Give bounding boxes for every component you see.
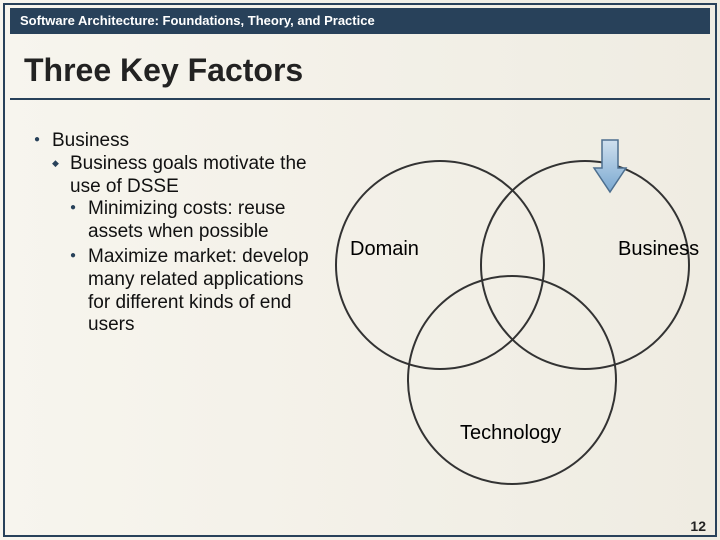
bullet-l3a-text: Minimizing costs: reuse assets when poss… bbox=[88, 198, 285, 242]
venn-label-domain: Domain bbox=[350, 238, 419, 261]
bullet-l2-text: Business goals motivate the use of DSSE bbox=[70, 153, 307, 197]
venn-label-technology: Technology bbox=[460, 422, 561, 445]
bullet-l3a: Minimizing costs: reuse assets when poss… bbox=[70, 198, 314, 244]
title-underline bbox=[10, 98, 710, 100]
page-number: 12 bbox=[690, 518, 706, 534]
venn-diagram: Domain Business Technology bbox=[330, 140, 710, 520]
slide: Software Architecture: Foundations, Theo… bbox=[0, 0, 720, 540]
bullet-l3b: Maximize market: develop many related ap… bbox=[70, 246, 314, 337]
venn-label-business: Business bbox=[618, 238, 699, 261]
header-text: Software Architecture: Foundations, Theo… bbox=[20, 13, 375, 28]
bullet-l1: Business Business goals motivate the use… bbox=[34, 130, 314, 337]
slide-title: Three Key Factors bbox=[24, 52, 303, 89]
down-arrow-icon bbox=[592, 138, 628, 194]
header-bar: Software Architecture: Foundations, Theo… bbox=[10, 8, 710, 34]
bullet-l1-text: Business bbox=[52, 130, 129, 151]
bullet-l2: Business goals motivate the use of DSSE … bbox=[52, 153, 314, 337]
body-text: Business Business goals motivate the use… bbox=[34, 130, 314, 339]
bullet-l3b-text: Maximize market: develop many related ap… bbox=[88, 246, 309, 335]
venn-circle-technology bbox=[407, 275, 617, 485]
